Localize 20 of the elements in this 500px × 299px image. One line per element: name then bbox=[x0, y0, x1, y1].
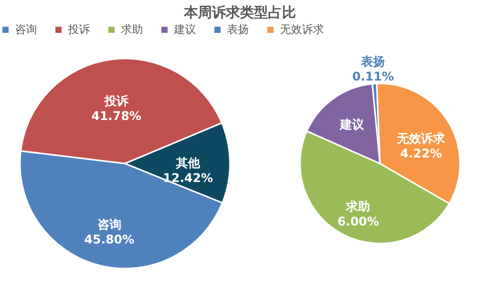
data-label: 41.78% bbox=[91, 109, 142, 124]
legend-label: 建议 bbox=[173, 22, 196, 36]
legend-label: 求助 bbox=[121, 22, 143, 36]
legend-label: 表扬 bbox=[227, 22, 249, 36]
slice-label: 其他 bbox=[175, 156, 201, 170]
data-label: 0.11% bbox=[352, 70, 394, 84]
data-label: 45.80% bbox=[84, 232, 134, 247]
chart-title: 本周诉求类型占比 bbox=[183, 5, 296, 21]
slice-label: 建议 bbox=[338, 118, 365, 132]
legend-label: 投诉 bbox=[67, 22, 90, 36]
slice-label: 表扬 bbox=[360, 54, 386, 69]
data-label: 4.22% bbox=[400, 146, 442, 161]
slice-label: 无效诉求 bbox=[396, 132, 446, 146]
legend-label: 无效诉求 bbox=[280, 22, 324, 36]
data-label: 12.42% bbox=[163, 171, 213, 186]
slice-label: 求助 bbox=[345, 199, 370, 214]
data-label: 6.00% bbox=[337, 214, 380, 228]
slice-label: 咨询 bbox=[97, 218, 122, 232]
legend-label: 咨询 bbox=[15, 22, 37, 36]
slice-label: 投诉 bbox=[103, 94, 130, 108]
